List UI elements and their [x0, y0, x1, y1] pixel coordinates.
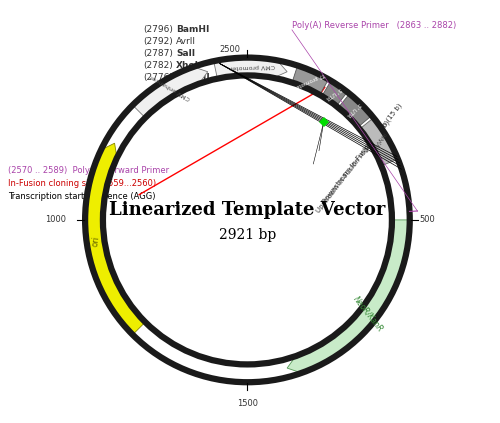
Text: NeoR/KanR: NeoR/KanR: [352, 295, 385, 334]
Text: (2782): (2782): [144, 61, 173, 70]
Text: Linearized Template Vector: Linearized Template Vector: [109, 201, 386, 219]
Text: 500: 500: [420, 215, 436, 225]
Text: T7 promoter: T7 promoter: [293, 71, 326, 89]
Text: XhoI: XhoI: [176, 61, 199, 70]
Text: 1500: 1500: [237, 399, 258, 409]
Text: BamHI: BamHI: [176, 25, 210, 34]
Text: In-Fusion cloning site (2559...2560): In-Fusion cloning site (2559...2560): [8, 179, 156, 188]
Polygon shape: [86, 143, 144, 334]
Polygon shape: [322, 82, 346, 105]
Text: 2500: 2500: [219, 45, 240, 54]
Text: (2792): (2792): [144, 37, 173, 46]
Text: (2787): (2787): [144, 49, 173, 58]
Text: 2921 bp: 2921 bp: [219, 228, 276, 242]
Text: (2776): (2776): [144, 73, 173, 82]
Text: CMV enhancer: CMV enhancer: [150, 74, 192, 101]
Polygon shape: [292, 66, 328, 94]
Text: HindIII: HindIII: [176, 73, 210, 82]
Polygon shape: [134, 67, 208, 117]
Text: 3' UTR: 3' UTR: [346, 102, 362, 118]
Text: AvrII: AvrII: [176, 37, 196, 46]
Polygon shape: [339, 95, 371, 126]
Text: Poly(A) Reverse Primer   (2863 .. 2882): Poly(A) Reverse Primer (2863 .. 2882): [292, 22, 456, 30]
Polygon shape: [214, 59, 287, 77]
Text: Poly(A): Poly(A): [372, 132, 386, 151]
Polygon shape: [360, 118, 397, 165]
Text: Transcription start sequence (AGG): Transcription start sequence (AGG): [8, 192, 156, 201]
Polygon shape: [287, 220, 408, 372]
Text: (2796): (2796): [144, 25, 173, 34]
Text: (2570 .. 2589)  Poly(A) Forward Primer: (2570 .. 2589) Poly(A) Forward Primer: [8, 166, 169, 175]
Text: 5' UTR: 5' UTR: [324, 86, 342, 100]
Text: ori: ori: [90, 235, 101, 247]
Text: 1000: 1000: [45, 215, 66, 225]
Text: Upstream In-Fusion region (15 b): Upstream In-Fusion region (15 b): [316, 119, 392, 214]
Text: SalI: SalI: [176, 49, 196, 58]
Text: CMV promoter: CMV promoter: [230, 63, 276, 70]
Text: Downstream In-Fusion region (15 b): Downstream In-Fusion region (15 b): [321, 102, 404, 205]
